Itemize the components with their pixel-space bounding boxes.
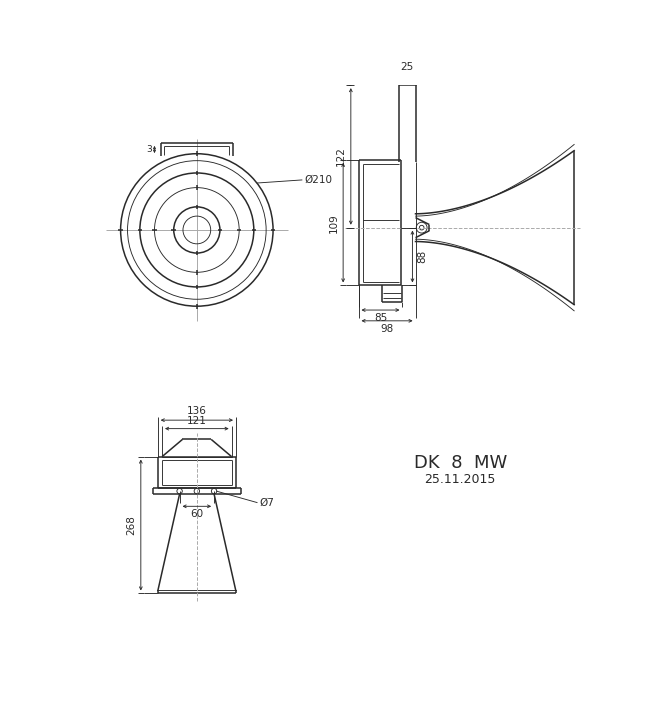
Text: 3: 3 (146, 145, 152, 154)
Text: 122: 122 (336, 146, 346, 166)
Text: DK  8  MW: DK 8 MW (413, 454, 507, 471)
Text: 60: 60 (190, 509, 203, 520)
Text: Ø7: Ø7 (259, 498, 274, 508)
Text: Ø210: Ø210 (305, 175, 333, 185)
Text: 136: 136 (187, 406, 207, 416)
Text: 109: 109 (328, 213, 339, 232)
Text: 25.11.2015: 25.11.2015 (424, 473, 496, 486)
Text: 85: 85 (374, 313, 387, 323)
Text: 98: 98 (380, 324, 394, 334)
Text: 268: 268 (126, 515, 136, 535)
Text: 25: 25 (400, 62, 413, 72)
Text: 121: 121 (187, 415, 207, 425)
Text: 88: 88 (417, 250, 427, 263)
